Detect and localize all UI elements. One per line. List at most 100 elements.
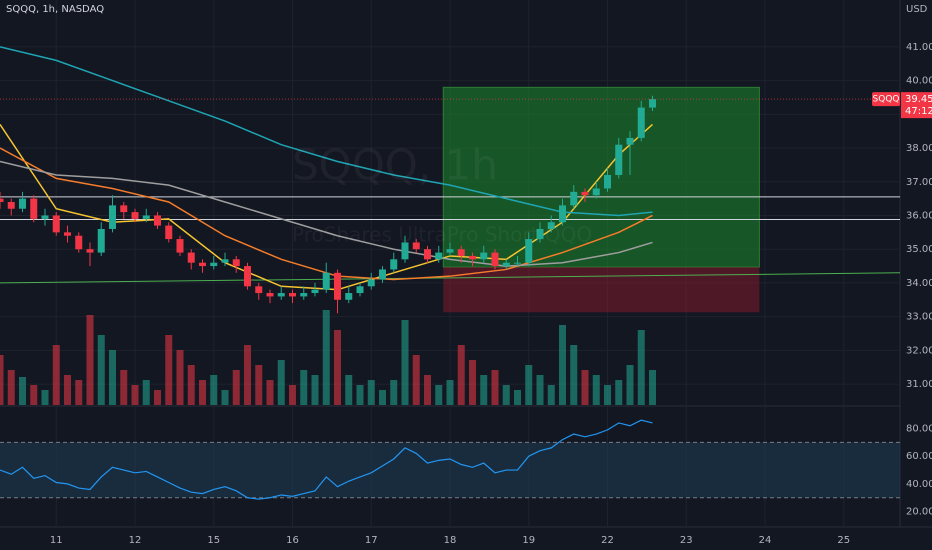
candle-body (649, 99, 656, 108)
y-tick-label: 34.00 (906, 278, 932, 289)
target-zone (442, 86, 760, 268)
y-tick-label: 35.00 (906, 244, 932, 255)
y-tick-label: 36.00 (906, 210, 932, 221)
candle-body (424, 249, 431, 260)
volume-bar (502, 385, 510, 405)
x-tick-label: 17 (365, 535, 378, 546)
volume-bar (559, 325, 566, 405)
candle-body (491, 252, 499, 267)
candle-body (109, 205, 116, 229)
y-tick-label: 33.00 (906, 312, 932, 323)
volume-bar (232, 370, 240, 405)
candle-body (176, 239, 184, 253)
volume-bar (367, 380, 375, 405)
rsi-tick-label: 20.00 (906, 507, 932, 518)
volume-bar (120, 370, 128, 405)
candle-body (412, 242, 420, 250)
volume-bar (86, 315, 94, 405)
candle-body (19, 198, 26, 209)
rsi-tick-label: 60.00 (906, 451, 932, 462)
volume-bar (356, 385, 364, 405)
countdown-label: 47:12 (905, 106, 932, 117)
x-tick-label: 25 (837, 535, 850, 546)
volume-bar (30, 385, 38, 405)
volume-bar (64, 375, 71, 405)
candle-body (97, 228, 105, 253)
volume-bar (199, 380, 206, 405)
candle-body (334, 272, 341, 300)
volume-bar (210, 375, 218, 405)
candle-body (165, 225, 173, 240)
y-tick-label: 32.00 (906, 345, 932, 356)
price-tag-label: 39.45 (905, 94, 932, 105)
volume-bar (165, 335, 173, 405)
candle-body (0, 198, 4, 202)
candle-body (379, 269, 386, 280)
x-tick-label: 16 (286, 535, 299, 546)
y-tick-label: 31.00 (906, 379, 932, 390)
candle-body (244, 266, 251, 287)
candle-body (604, 175, 611, 189)
volume-bar (75, 380, 83, 405)
rsi-line (0, 419, 653, 500)
volume-bar (626, 365, 634, 405)
volume-bar (176, 350, 184, 405)
volume-bar (289, 385, 296, 405)
volume-bar (457, 345, 465, 405)
candle-body (289, 293, 296, 297)
volume-bar (469, 360, 476, 405)
volume-bar (435, 385, 443, 405)
candle-body (547, 222, 555, 229)
x-tick-label: 12 (129, 535, 142, 546)
volume-bar (446, 380, 454, 405)
volume-bar (637, 330, 645, 405)
x-tick-label: 18 (444, 535, 457, 546)
candle-body (120, 205, 128, 213)
candle-body (300, 293, 308, 297)
candle-body (210, 262, 218, 267)
y-tick-label: 37.00 (906, 177, 932, 188)
volume-bar (412, 355, 420, 405)
volume-bar (491, 370, 499, 405)
volume-bar (244, 345, 251, 405)
symbol-tag (872, 92, 900, 107)
volume-bar (7, 370, 15, 405)
candle-body (52, 215, 60, 233)
volume-bar (525, 365, 533, 405)
volume-bar (131, 385, 139, 405)
volume-bar (300, 370, 308, 405)
volume-bar (536, 375, 544, 405)
volume-bar (514, 390, 521, 405)
volume-bar (649, 370, 656, 405)
volume-bar (547, 385, 555, 405)
volume-bar (334, 330, 341, 405)
volume-bar (52, 345, 60, 405)
moving-average (0, 160, 653, 267)
candle-body (592, 188, 600, 196)
rsi-tick-label: 40.00 (906, 479, 932, 490)
candle-body (514, 262, 521, 264)
volume-bar (480, 375, 488, 405)
candle-body (559, 205, 566, 223)
candle-body (401, 242, 409, 260)
volume-bar (142, 380, 150, 405)
candle-body (435, 252, 443, 260)
price-tag (901, 92, 932, 119)
volume-bar (322, 310, 330, 405)
candle-body (255, 286, 263, 294)
rsi-tick-label: 80.00 (906, 423, 932, 434)
candle-body (277, 293, 285, 297)
volume-bar (424, 375, 431, 405)
x-tick-label: 22 (601, 535, 614, 546)
candle-body (64, 232, 71, 236)
rsi-band (0, 442, 900, 498)
candle-body (131, 212, 139, 219)
volume-bar (311, 375, 319, 405)
candle-body (322, 272, 330, 290)
candle-body (581, 191, 589, 196)
candle-body (86, 249, 94, 253)
volume-bar (0, 355, 4, 405)
candle-body (7, 201, 15, 209)
candle-body (502, 262, 510, 267)
x-tick-label: 23 (680, 535, 693, 546)
